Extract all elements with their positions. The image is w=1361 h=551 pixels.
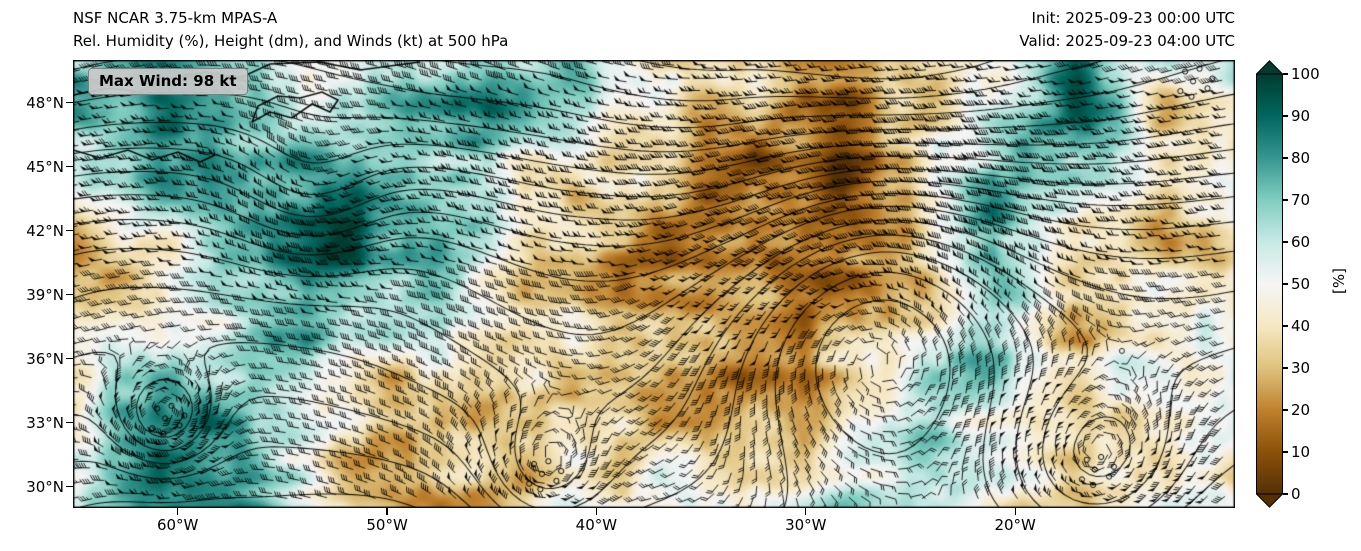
- colorbar-tick-mark: [1283, 283, 1288, 285]
- y-tick-label: 33°N: [26, 413, 64, 432]
- x-tick-label: 30°W: [785, 516, 827, 534]
- x-tick-label: 20°W: [994, 516, 1036, 534]
- model-name: NSF NCAR 3.75-km MPAS-A: [73, 9, 278, 27]
- colorbar-tick-mark: [1283, 493, 1288, 495]
- colorbar-tick-mark: [1283, 115, 1288, 117]
- y-tick-label: 45°N: [26, 157, 64, 176]
- y-tick-mark: [66, 102, 73, 104]
- colorbar-tick-label: 50: [1291, 275, 1311, 293]
- colorbar-tick-mark: [1283, 73, 1288, 75]
- map-plot-area: Max Wind: 98 kt: [73, 60, 1235, 508]
- x-tick-label: 60°W: [156, 516, 199, 534]
- colorbar: [1255, 60, 1284, 508]
- y-tick-mark: [66, 230, 73, 232]
- x-tick-mark: [177, 508, 179, 515]
- valid-time: Valid: 2025-09-23 04:00 UTC: [1019, 32, 1235, 50]
- colorbar-gradient: [1255, 60, 1284, 508]
- y-tick-label: 30°N: [26, 477, 64, 496]
- colorbar-tick-label: 30: [1291, 359, 1311, 377]
- x-tick-label: 50°W: [366, 516, 408, 534]
- init-time: Init: 2025-09-23 00:00 UTC: [1031, 9, 1235, 27]
- x-tick-label: 40°W: [575, 516, 618, 534]
- colorbar-tick-mark: [1283, 157, 1288, 159]
- colorbar-tick-label: 20: [1291, 401, 1311, 419]
- y-tick-mark: [66, 294, 73, 296]
- y-tick-mark: [66, 166, 73, 168]
- colorbar-tick-label: 80: [1291, 149, 1311, 167]
- colorbar-tick-mark: [1283, 409, 1288, 411]
- y-tick-label: 36°N: [26, 349, 64, 368]
- field-description: Rel. Humidity (%), Height (dm), and Wind…: [73, 32, 509, 50]
- y-tick-label: 42°N: [26, 221, 64, 240]
- y-tick-mark: [66, 358, 73, 360]
- figure-times: Init: 2025-09-23 00:00 UTC Valid: 2025-0…: [1019, 7, 1235, 53]
- humidity-wind-map-canvas: [73, 60, 1235, 508]
- x-tick-mark: [386, 508, 388, 515]
- colorbar-tick-mark: [1283, 325, 1288, 327]
- colorbar-tick-mark: [1283, 199, 1288, 201]
- colorbar-tick-label: 90: [1291, 107, 1311, 125]
- y-tick-label: 48°N: [26, 93, 64, 112]
- colorbar-tick-mark: [1283, 451, 1288, 453]
- colorbar-tick-label: 40: [1291, 317, 1311, 335]
- colorbar-unit-label: [%]: [1329, 268, 1348, 294]
- colorbar-tick-label: 100: [1291, 65, 1320, 83]
- x-tick-mark: [1014, 508, 1016, 515]
- colorbar-tick-label: 60: [1291, 233, 1311, 251]
- colorbar-tick-label: 0: [1291, 485, 1301, 503]
- colorbar-tick-label: 10: [1291, 443, 1311, 461]
- x-tick-mark: [595, 508, 597, 515]
- colorbar-tick-mark: [1283, 367, 1288, 369]
- colorbar-tick-mark: [1283, 241, 1288, 243]
- colorbar-tick-label: 70: [1291, 191, 1311, 209]
- y-tick-mark: [66, 486, 73, 488]
- max-wind-badge: Max Wind: 98 kt: [88, 68, 248, 95]
- y-tick-mark: [66, 422, 73, 424]
- y-tick-label: 39°N: [26, 285, 64, 304]
- x-tick-mark: [805, 508, 807, 515]
- figure-titles: NSF NCAR 3.75-km MPAS-A Rel. Humidity (%…: [73, 7, 508, 53]
